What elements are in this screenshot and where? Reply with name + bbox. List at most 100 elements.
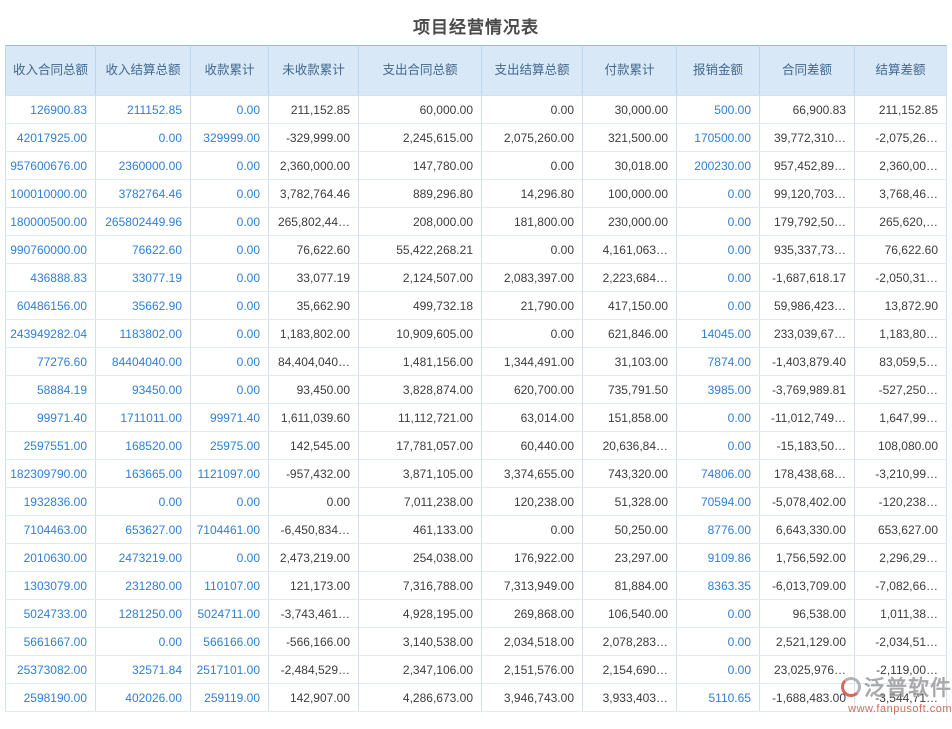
table-cell-link[interactable]: 259119.00 [190,683,269,712]
table-cell-link[interactable]: 957600676.00 [5,151,96,180]
table-cell-link[interactable]: 168520.00 [95,431,191,460]
table-cell-link[interactable]: 42017925.00 [5,123,96,152]
table-cell-link[interactable]: 0.00 [676,403,760,432]
table-cell-link[interactable]: 163665.00 [95,459,191,488]
table-cell-link[interactable]: 211152.85 [95,95,191,124]
table-cell-link[interactable]: 0.00 [190,207,269,236]
page-title: 项目经营情况表 [413,18,539,37]
table-cell-link[interactable]: 14045.00 [676,319,760,348]
table-cell-link[interactable]: 0.00 [190,291,269,320]
table-cell-link[interactable]: 0.00 [676,431,760,460]
table-cell-link[interactable]: 170500.00 [676,123,760,152]
table-cell-link[interactable]: 2360000.00 [95,151,191,180]
table-cell-link[interactable]: 0.00 [676,263,760,292]
table-cell-link[interactable]: 35662.90 [95,291,191,320]
table-cell-link[interactable]: 5110.65 [676,683,760,712]
table-cell: 0.00 [481,515,583,544]
table-cell-link[interactable]: 2598190.00 [5,683,96,712]
table-cell: -1,403,879.40 [759,347,855,376]
table-cell-link[interactable]: 0.00 [676,627,760,656]
table-cell-link[interactable]: 70594.00 [676,487,760,516]
table-cell-link[interactable]: 0.00 [676,599,760,628]
table-cell-link[interactable]: 110107.00 [190,571,269,600]
table-cell-link[interactable]: 1121097.00 [190,459,269,488]
table-cell-link[interactable]: 0.00 [676,291,760,320]
table-cell-link[interactable]: 60486156.00 [5,291,96,320]
table-cell-link[interactable]: 231280.00 [95,571,191,600]
table-cell-link[interactable]: 0.00 [190,95,269,124]
table-cell-link[interactable]: 93450.00 [95,375,191,404]
table-cell-link[interactable]: 76622.60 [95,235,191,264]
table-cell-link[interactable]: 58884.19 [5,375,96,404]
table-cell-link[interactable]: 32571.84 [95,655,191,684]
table-cell: 23,025,976… [759,655,855,684]
table-cell-link[interactable]: 5024733.00 [5,599,96,628]
table-cell-link[interactable]: 0.00 [676,655,760,684]
table-cell-link[interactable]: 402026.00 [95,683,191,712]
table-row: 5024733.00 1281250.00 5024711.00 -3,743,461… [5,599,947,628]
table-cell: 35,662.90 [268,291,359,320]
table-cell-link[interactable]: 99971.40 [190,403,269,432]
table-cell-link[interactable]: 7874.00 [676,347,760,376]
table-cell-link[interactable]: 0.00 [190,543,269,572]
table-cell-link[interactable]: 25373082.00 [5,655,96,684]
table-cell-link[interactable]: 5661667.00 [5,627,96,656]
table-cell-link[interactable]: 0.00 [95,123,191,152]
header-cell: 付款累计 [582,45,677,96]
table-cell-link[interactable]: 7104461.00 [190,515,269,544]
table-cell: 2,245,615.00 [358,123,482,152]
table-cell-link[interactable]: 7104463.00 [5,515,96,544]
table-cell-link[interactable]: 265802449.96 [95,207,191,236]
table-cell-link[interactable]: 2010630.00 [5,543,96,572]
table-cell: 211,152.85 [268,95,359,124]
table-cell-link[interactable]: 200230.00 [676,151,760,180]
table-cell-link[interactable]: 243949282.04 [5,319,96,348]
table-cell-link[interactable]: 0.00 [95,487,191,516]
table-cell-link[interactable]: 2597551.00 [5,431,96,460]
table-cell: 93,450.00 [268,375,359,404]
table-cell-link[interactable]: 0.00 [190,263,269,292]
table-cell-link[interactable]: 3782764.46 [95,179,191,208]
table-cell: 3,946,743.00 [481,683,583,712]
table-cell-link[interactable]: 2473219.00 [95,543,191,572]
table-cell-link[interactable]: 8363.35 [676,571,760,600]
table-cell-link[interactable]: 100010000.00 [5,179,96,208]
table-cell: 21,790.00 [481,291,583,320]
table-cell-link[interactable]: 436888.83 [5,263,96,292]
table-cell-link[interactable]: 653627.00 [95,515,191,544]
table-cell-link[interactable]: 1183802.00 [95,319,191,348]
table-cell-link[interactable]: 3985.00 [676,375,760,404]
table-cell-link[interactable]: 0.00 [95,627,191,656]
table-cell-link[interactable]: 0.00 [676,207,760,236]
table-cell-link[interactable]: 25975.00 [190,431,269,460]
table-cell-link[interactable]: 1303079.00 [5,571,96,600]
table-cell-link[interactable]: 0.00 [190,487,269,516]
table-cell-link[interactable]: 182309790.00 [5,459,96,488]
table-cell-link[interactable]: 0.00 [190,235,269,264]
table-cell-link[interactable]: 5024711.00 [190,599,269,628]
table-cell-link[interactable]: 33077.19 [95,263,191,292]
table-cell-link[interactable]: 1711011.00 [95,403,191,432]
table-cell-link[interactable]: 8776.00 [676,515,760,544]
table-cell-link[interactable]: 0.00 [190,151,269,180]
table-cell-link[interactable]: 0.00 [676,235,760,264]
table-cell-link[interactable]: 329999.00 [190,123,269,152]
table-cell-link[interactable]: 9109.86 [676,543,760,572]
table-cell-link[interactable]: 0.00 [190,375,269,404]
table-cell-link[interactable]: 77276.60 [5,347,96,376]
table-cell-link[interactable]: 0.00 [190,347,269,376]
table-cell-link[interactable]: 126900.83 [5,95,96,124]
table-cell-link[interactable]: 566166.00 [190,627,269,656]
table-cell-link[interactable]: 180000500.00 [5,207,96,236]
table-cell-link[interactable]: 99971.40 [5,403,96,432]
table-cell-link[interactable]: 1932836.00 [5,487,96,516]
table-cell-link[interactable]: 0.00 [190,319,269,348]
table-cell-link[interactable]: 74806.00 [676,459,760,488]
table-cell-link[interactable]: 0.00 [676,179,760,208]
table-cell-link[interactable]: 500.00 [676,95,760,124]
table-cell-link[interactable]: 1281250.00 [95,599,191,628]
table-cell-link[interactable]: 0.00 [190,179,269,208]
table-cell-link[interactable]: 990760000.00 [5,235,96,264]
table-cell-link[interactable]: 84404040.00 [95,347,191,376]
table-cell-link[interactable]: 2517101.00 [190,655,269,684]
